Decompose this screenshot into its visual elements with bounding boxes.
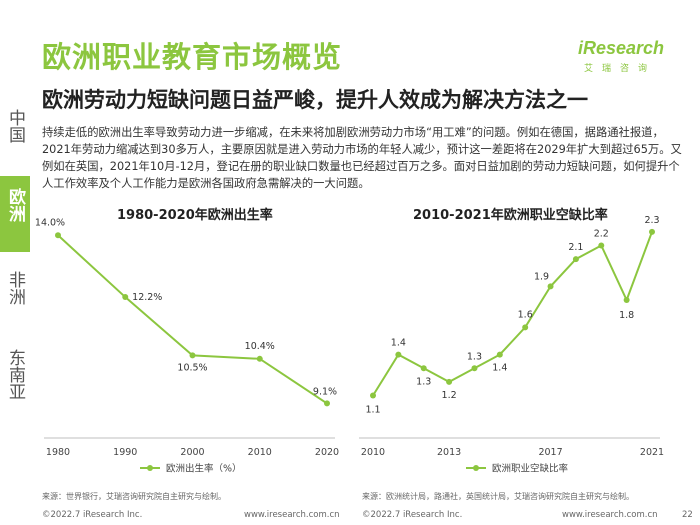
data-label: 10.5% (177, 362, 207, 373)
legend-marker (473, 465, 479, 471)
iresearch-logo: iResearch 艾瑞咨询 (578, 38, 678, 74)
x-tick-label: 1990 (113, 447, 137, 458)
page-title: 欧洲职业教育市场概览 (42, 40, 343, 74)
data-label: 1.6 (518, 309, 533, 320)
data-label: 2.2 (594, 228, 609, 239)
data-point (420, 365, 427, 372)
data-label: 14.0% (35, 217, 65, 228)
chart-title-vacancy-rate: 2010-2021年欧洲职业空缺比率 (413, 208, 608, 223)
data-label: 1.3 (467, 351, 482, 362)
sidebar-item-label: 非洲 (5, 271, 25, 305)
data-point (122, 294, 129, 301)
source-note-right: 来源：欧洲统计局，路通社，英国统计局，艾瑞咨询研究院自主研究与绘制。 (362, 492, 634, 501)
legend-label: 欧洲职业空缺比率 (492, 463, 569, 475)
data-label: 1.3 (416, 376, 431, 387)
source-note-left: 来源：世界银行，艾瑞咨询研究院自主研究与绘制。 (42, 492, 226, 501)
data-point (395, 351, 402, 358)
data-point (324, 400, 330, 407)
x-tick-label: 2017 (538, 447, 562, 458)
sidebar-item-china[interactable]: 中国 (0, 106, 30, 156)
x-tick-label: 2013 (437, 447, 461, 458)
sidebar-item-label: 东南亚 (5, 349, 25, 400)
footer-url-right[interactable]: www.iresearch.com.cn (562, 510, 658, 520)
data-label: 1.4 (492, 363, 507, 374)
data-point (623, 297, 630, 304)
footer-copyright-right: ©2022.7 iResearch Inc. (362, 510, 463, 520)
data-label: 1.9 (534, 271, 549, 282)
sidebar-item-southeast-asia[interactable]: 东南亚 (0, 346, 30, 416)
x-tick-label: 2000 (180, 447, 204, 458)
x-tick-label: 1980 (46, 447, 70, 458)
x-tick-label: 2010 (361, 447, 385, 458)
data-point (547, 283, 554, 290)
data-point (256, 355, 263, 362)
data-label: 1.4 (391, 338, 406, 349)
data-label: 2.1 (568, 242, 583, 253)
body-paragraph: 持续走低的欧洲出生率导致劳动力进一步缩减，在未来将加剧欧洲劳动力市场“用工难”的… (42, 126, 682, 190)
data-label: 1.2 (442, 390, 457, 401)
logo-subtext: 艾瑞咨询 (584, 64, 657, 74)
data-point (189, 352, 196, 359)
data-label: 12.2% (132, 292, 162, 303)
x-tick-label: 2020 (315, 447, 339, 458)
data-point (572, 256, 579, 263)
legend-label: 欧洲出生率（%） (166, 463, 242, 475)
footer-url-left[interactable]: www.iresearch.com.cn (244, 510, 340, 520)
page-number: 22 (682, 510, 693, 520)
logo-text: iResearch (578, 38, 665, 58)
data-point (471, 365, 478, 372)
data-point (370, 392, 376, 399)
data-label: 9.1% (313, 386, 337, 397)
footer-copyright-left: ©2022.7 iResearch Inc. (42, 510, 143, 520)
data-point (598, 242, 605, 249)
sidebar-item-africa[interactable]: 非洲 (0, 268, 30, 318)
data-label: 2.3 (644, 215, 659, 226)
chart-title-birth-rate: 1980-2020年欧洲出生率 (117, 208, 273, 223)
sidebar-item-label: 中国 (5, 109, 25, 143)
x-tick-label: 2021 (640, 447, 664, 458)
data-label: 1.1 (365, 405, 380, 416)
data-point (55, 232, 61, 239)
series-line (372, 231, 653, 397)
sidebar-item-label: 欧洲 (5, 188, 25, 222)
legend-marker (147, 465, 153, 471)
data-point (496, 351, 503, 358)
data-point (446, 378, 453, 385)
series-line (57, 234, 328, 405)
data-label: 10.4% (245, 341, 275, 352)
page-subtitle: 欧洲劳动力短缺问题日益严峻，提升人效成为解决方法之一 (42, 88, 588, 112)
data-label: 1.8 (619, 310, 634, 321)
sidebar-item-europe[interactable]: 欧洲 (0, 176, 30, 252)
data-point (649, 228, 655, 235)
x-tick-label: 2010 (248, 447, 272, 458)
data-point (522, 324, 529, 331)
